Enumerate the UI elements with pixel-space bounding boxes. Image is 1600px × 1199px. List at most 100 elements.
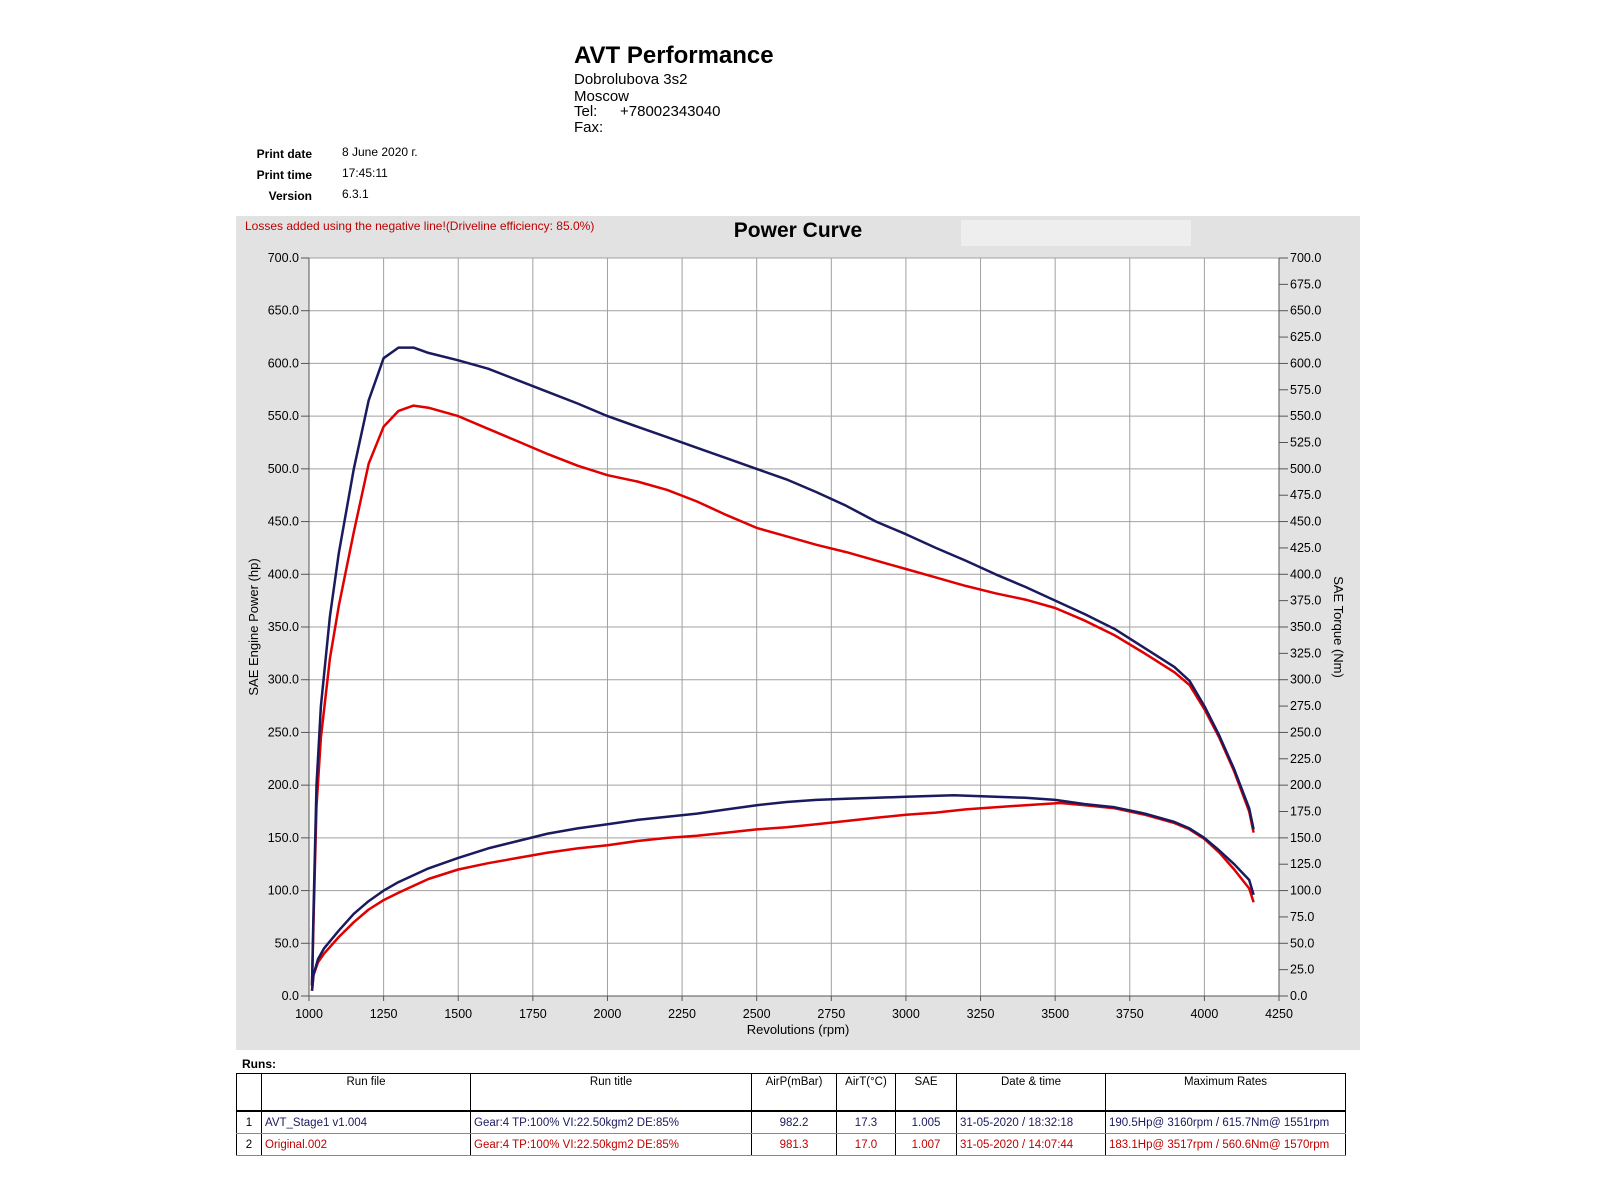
tel-label: Tel: [574,103,598,120]
y-right-tick-label: 125.0 [1290,857,1321,871]
x-tick-label: 1500 [444,1007,472,1021]
y-right-tick-label: 700.0 [1290,251,1321,265]
col-run-file: Run file [261,1073,471,1112]
run-title: Gear:4 TP:100% VI:22.50kgm2 DE:85% [470,1133,752,1156]
chart-title: Power Curve [734,219,862,242]
torque-line-original-002 [310,404,1255,986]
col-sae: SAE [895,1073,957,1112]
chart-title-box [961,220,1191,246]
y-right-tick-label: 375.0 [1290,594,1321,608]
y-left-tick-label: 200.0 [268,778,299,792]
power-line-avt-stage1-v1-004 [310,793,1255,991]
table-row[interactable]: 2 Original.002 Gear:4 TP:100% VI:22.50kg… [236,1133,1346,1156]
run-max-rates: 190.5Hp@ 3160rpm / 615.7Nm@ 1551rpm [1105,1111,1346,1134]
y-left-tick-label: 300.0 [268,673,299,687]
y-right-tick-label: 225.0 [1290,752,1321,766]
run-sae: 1.005 [895,1111,957,1134]
axes: 1000 1250 1500 1750 2000 2250 2500 2750 3000 3250… [268,251,1322,1021]
y-left-tick-label: 0.0 [282,989,299,1003]
x-tick-label: 2750 [817,1007,845,1021]
torque-line-avt-stage1-v1-004 [310,346,1255,986]
y-right-tick-label: 400.0 [1290,567,1321,581]
print-time-label: Print time [256,168,312,182]
y-right-tick-label: 575.0 [1290,383,1321,397]
x-axis-label: Revolutions (rpm) [747,1022,850,1037]
y-right-tick-label: 175.0 [1290,805,1321,819]
y-right-tick-label: 50.0 [1290,936,1314,950]
y-right-tick-label: 500.0 [1290,462,1321,476]
fax-label: Fax: [574,119,604,136]
col-num [236,1073,262,1112]
run-sae: 1.007 [895,1133,957,1156]
x-tick-label: 1750 [519,1007,547,1021]
x-tick-label: 1000 [295,1007,323,1021]
x-tick-label: 3250 [967,1007,995,1021]
run-airt: 17.3 [836,1111,896,1134]
y-right-tick-label: 25.0 [1290,963,1314,977]
x-tick-label: 2500 [743,1007,771,1021]
y-right-tick-label: 600.0 [1290,356,1321,370]
run-number: 1 [236,1111,262,1134]
y-right-tick-label: 275.0 [1290,699,1321,713]
y-right-tick-label: 100.0 [1290,884,1321,898]
y-right-tick-label: 425.0 [1290,541,1321,555]
x-tick-label: 1250 [370,1007,398,1021]
y-right-tick-label: 250.0 [1290,725,1321,739]
y-right-tick-label: 0.0 [1290,989,1307,1003]
y-left-tick-label: 550.0 [268,409,299,423]
col-datetime: Date & time [956,1073,1106,1112]
version-label: Version [268,189,312,203]
y-left-tick-label: 50.0 [275,936,299,950]
y-right-tick-label: 350.0 [1290,620,1321,634]
y-right-tick-label: 475.0 [1290,488,1321,502]
print-date-value: 8 June 2020 г. [342,145,418,159]
run-datetime: 31-05-2020 / 14:07:44 [956,1133,1106,1156]
y-left-tick-label: 700.0 [268,251,299,265]
print-date-label: Print date [256,147,312,161]
y-right-tick-label: 150.0 [1290,831,1321,845]
y-left-tick-label: 150.0 [268,831,299,845]
print-time-value: 17:45:11 [342,166,388,180]
col-max-rates: Maximum Rates [1105,1073,1346,1112]
y-right-tick-label: 650.0 [1290,304,1321,318]
run-airp: 981.3 [751,1133,837,1156]
y-right-tick-label: 300.0 [1290,673,1321,687]
y-left-tick-label: 500.0 [268,462,299,476]
y-axis-left-label: SAE Engine Power (hp) [246,558,261,695]
tel-value: +78002343040 [620,103,721,120]
y-left-tick-label: 250.0 [268,725,299,739]
y-right-tick-label: 550.0 [1290,409,1321,423]
run-file: Original.002 [261,1133,471,1156]
y-right-tick-label: 525.0 [1290,436,1321,450]
y-left-tick-label: 400.0 [268,567,299,581]
run-title: Gear:4 TP:100% VI:22.50kgm2 DE:85% [470,1111,752,1134]
col-run-title: Run title [470,1073,752,1112]
runs-table: Run file Run title AirP(mBar) AirT(°C) S… [236,1073,1346,1156]
run-max-rates: 183.1Hp@ 3517rpm / 560.6Nm@ 1570rpm [1105,1133,1346,1156]
table-row[interactable]: 1 AVT_Stage1 v1.004 Gear:4 TP:100% VI:22… [236,1111,1346,1134]
y-right-tick-label: 200.0 [1290,778,1321,792]
losses-note: Losses added using the negative line!(Dr… [245,219,594,233]
col-airt: AirT(°C) [836,1073,896,1112]
chart-panel: Losses added using the negative line!(Dr… [236,216,1360,1050]
y-axis-right-label: SAE Torque (Nm) [1331,576,1346,678]
y-right-tick-label: 625.0 [1290,330,1321,344]
version-value: 6.3.1 [342,187,369,201]
address-line-1: Dobrolubova 3s2 [574,71,688,88]
y-right-tick-label: 450.0 [1290,515,1321,529]
company-name: AVT Performance [574,42,774,69]
y-left-tick-label: 350.0 [268,620,299,634]
y-right-tick-label: 675.0 [1290,277,1321,291]
address-line-2: Moscow [574,88,630,105]
x-tick-label: 2000 [594,1007,622,1021]
x-tick-label: 3000 [892,1007,920,1021]
y-left-tick-label: 450.0 [268,515,299,529]
x-tick-label: 2250 [668,1007,696,1021]
y-left-tick-label: 100.0 [268,884,299,898]
series-layer [310,346,1255,991]
y-right-tick-label: 325.0 [1290,646,1321,660]
run-airp: 982.2 [751,1111,837,1134]
x-tick-label: 3750 [1116,1007,1144,1021]
y-left-tick-label: 650.0 [268,304,299,318]
run-airt: 17.0 [836,1133,896,1156]
